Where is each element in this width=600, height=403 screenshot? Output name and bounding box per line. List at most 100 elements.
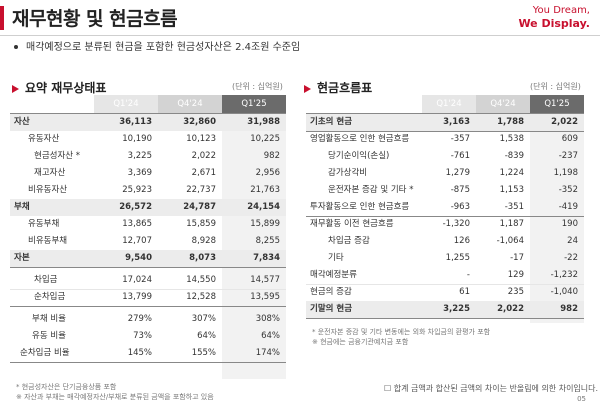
table-row: 현금성자산 * 3,225 2,022 982 <box>10 148 286 165</box>
row-label: 재고자산 <box>34 168 66 178</box>
row-label: 감가상각비 <box>328 168 368 178</box>
table-row: 당기순이익(손실) -761 -839 -237 <box>306 148 584 165</box>
cell-value: 8,255 <box>255 236 280 246</box>
balance-title-text: 요약 재무상태표 <box>25 81 107 95</box>
table-top-rule <box>10 113 286 114</box>
triangle-marker-icon <box>304 84 311 93</box>
table-row: 투자활동으로 인한 현금흐름 -963 -351 -419 <box>306 199 584 216</box>
column-header: Q4'24 <box>158 95 222 113</box>
cell-value: 14,577 <box>250 275 280 285</box>
cell-value: -419 <box>558 202 578 212</box>
cell-value: 25,923 <box>122 185 152 195</box>
cell-value: 2,671 <box>191 168 216 178</box>
cell-value: 10,190 <box>122 134 152 144</box>
row-divider <box>10 289 286 290</box>
table-row: 자본 9,540 8,073 7,834 <box>10 250 286 267</box>
column-header: Q1'24 <box>422 95 476 113</box>
row-divider <box>306 131 584 132</box>
cell-value: 61 <box>459 287 470 297</box>
table-row: 재무활동 이전 현금흐름 -1,320 1,187 190 <box>306 216 584 233</box>
cashflow-note-2: ※ 현금에는 금융기관예치금 포함 <box>312 338 409 346</box>
row-divider <box>306 284 584 285</box>
cell-value: 308% <box>255 314 280 324</box>
column-header: Q4'24 <box>476 95 530 113</box>
row-label: 순차입금 비율 <box>20 348 70 358</box>
cell-value: 1,187 <box>499 219 524 229</box>
table-row: 순차입금 13,799 12,528 13,595 <box>10 289 286 306</box>
cell-value: 1,788 <box>497 117 524 127</box>
row-label: 재무활동 이전 현금흐름 <box>310 219 394 229</box>
row-label: 영업활동으로 인한 현금흐름 <box>310 134 410 144</box>
row-divider <box>10 267 286 268</box>
row-divider <box>10 306 286 307</box>
cell-value: 24,154 <box>247 202 280 212</box>
cell-value: 1,153 <box>499 185 524 195</box>
cell-value: -357 <box>450 134 470 144</box>
cell-value: 21,763 <box>250 185 280 195</box>
cell-value: 24,787 <box>183 202 216 212</box>
cell-value: -352 <box>558 185 578 195</box>
table-row: 부채 26,572 24,787 24,154 <box>10 199 286 216</box>
cell-value: 279% <box>127 314 152 324</box>
row-label: 현금성자산 * <box>34 151 81 161</box>
table-row: 비유동부채 12,707 8,928 8,255 <box>10 233 286 250</box>
cell-value: 129 <box>507 270 524 280</box>
row-label: 자산 <box>14 117 30 127</box>
cell-value: -963 <box>450 202 470 212</box>
cell-value: 190 <box>561 219 578 229</box>
cell-value: 7,834 <box>253 253 280 263</box>
row-divider <box>306 216 584 217</box>
cashflow-section-title: 현금흐름표 <box>304 79 372 96</box>
table-row: 현금의 증감 61 235 -1,040 <box>306 284 584 301</box>
cell-value: 36,113 <box>119 117 152 127</box>
table-row: 기말의 현금 3,225 2,022 982 <box>306 301 584 318</box>
cell-value: 3,225 <box>127 151 152 161</box>
cell-value: 3,369 <box>127 168 152 178</box>
row-divider <box>10 362 286 363</box>
cell-value: -22 <box>564 253 578 263</box>
cell-value: 64% <box>197 331 216 341</box>
cell-value: -1,320 <box>442 219 470 229</box>
cell-value: 145% <box>127 348 152 358</box>
cell-value: 26,572 <box>119 202 152 212</box>
cell-value: 15,899 <box>250 219 280 229</box>
cell-value: 2,022 <box>551 117 578 127</box>
cell-value: 1,279 <box>445 168 470 178</box>
row-label: 현금의 증감 <box>310 287 352 297</box>
cell-value: 1,198 <box>553 168 578 178</box>
cell-value: 22,737 <box>186 185 216 195</box>
row-label: 기초의 현금 <box>310 117 353 127</box>
row-label: 부채 <box>14 202 30 212</box>
table-row: 운전자본 증감 및 기타 * -875 1,153 -352 <box>306 182 584 199</box>
cell-value: 155% <box>191 348 216 358</box>
cell-value: 31,988 <box>247 117 280 127</box>
summary-text: 매각예정으로 분류된 현금을 포함한 현금성자산은 2.4조원 수준임 <box>26 42 301 53</box>
cell-value: -1,064 <box>496 236 524 246</box>
cell-value: 10,123 <box>186 134 216 144</box>
cell-value: 24 <box>567 236 578 246</box>
cashflow-note-1: * 운전자본 증감 및 기타 변동에는 외화 차입금의 환평가 포함 <box>312 328 491 336</box>
cell-value: 14,550 <box>186 275 216 285</box>
cell-value: 12,707 <box>122 236 152 246</box>
cell-value: -761 <box>450 151 470 161</box>
cell-value: 1,255 <box>445 253 470 263</box>
row-label: 자본 <box>14 253 30 263</box>
row-label: 부채 비율 <box>32 314 66 324</box>
table-row: 감가상각비 1,279 1,224 1,198 <box>306 165 584 182</box>
cell-value: 3,225 <box>443 304 470 314</box>
cell-value: 3,163 <box>443 117 470 127</box>
bullet-icon <box>14 45 18 49</box>
cell-value: 13,799 <box>122 292 152 302</box>
cell-value: 1,538 <box>499 134 524 144</box>
page-number: 05 <box>577 395 586 403</box>
cell-value: 2,022 <box>191 151 216 161</box>
triangle-marker-icon <box>12 84 19 93</box>
table-row: 기타 1,255 -17 -22 <box>306 250 584 267</box>
cell-value: 13,865 <box>122 219 152 229</box>
row-label: 당기순이익(손실) <box>328 151 390 161</box>
cashflow-unit: (단위 : 십억원) <box>530 82 581 91</box>
cell-value: 8,928 <box>191 236 216 246</box>
cell-value: 2,022 <box>497 304 524 314</box>
logo-line-2: We Display. <box>518 17 590 30</box>
title-bar: 재무현황 및 현금흐름 You Dream, We Display. <box>0 0 600 34</box>
